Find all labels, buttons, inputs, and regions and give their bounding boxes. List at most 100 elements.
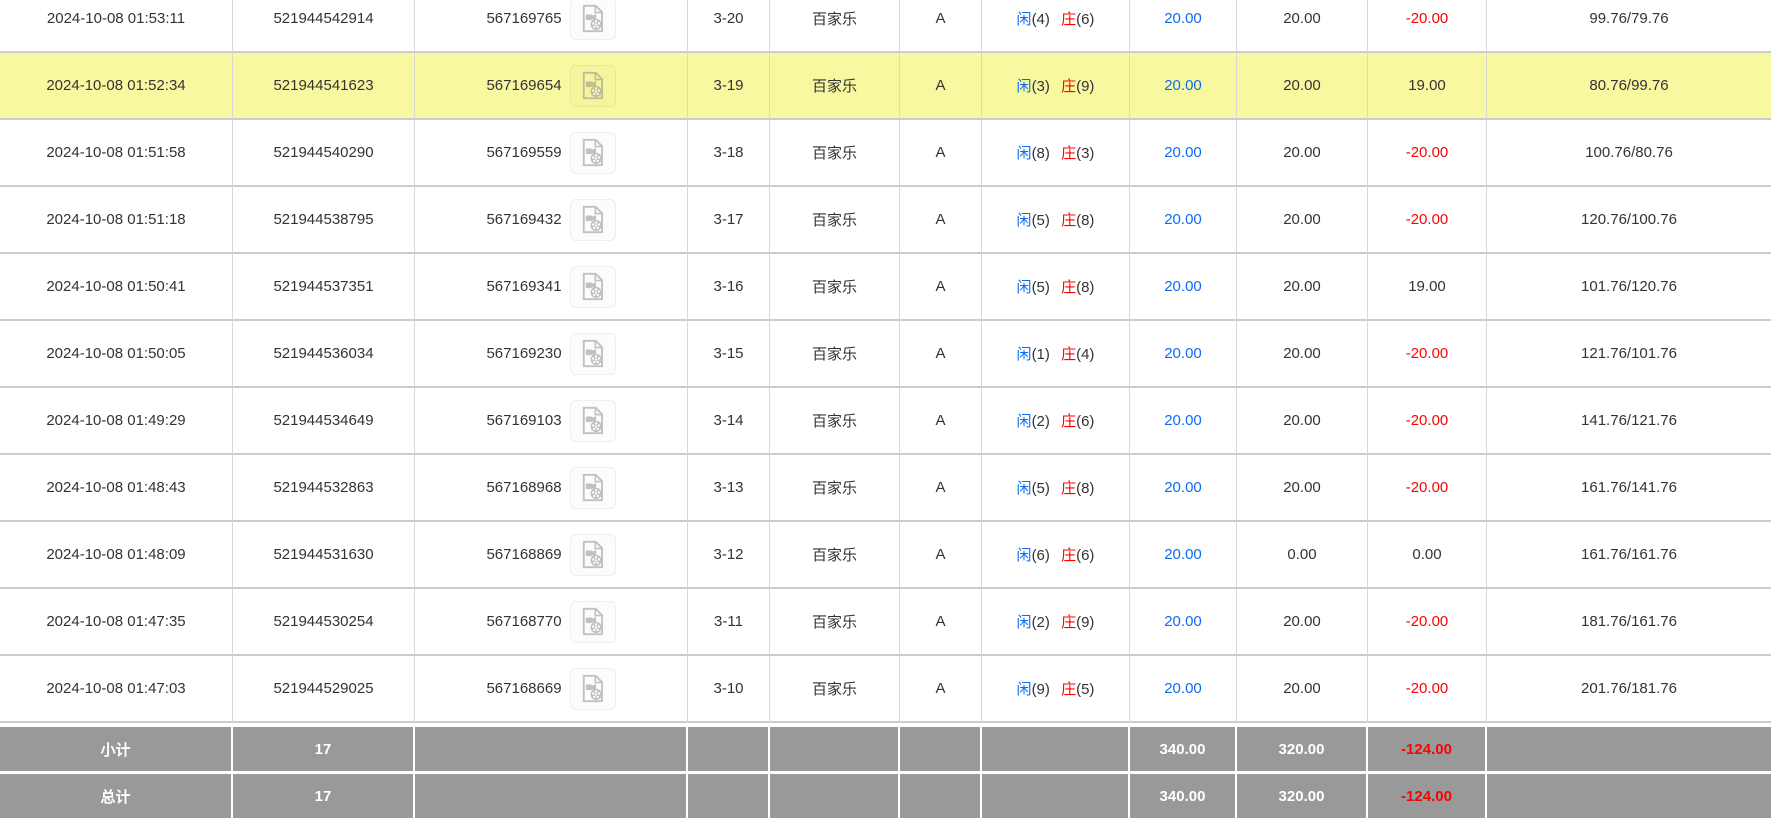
banker-label: 庄	[1061, 279, 1077, 296]
banker-label: 庄	[1061, 681, 1077, 698]
game-id: 567168869	[486, 546, 562, 563]
bet-time: 2024-10-08 01:50:05	[0, 321, 233, 388]
bet-amount: 20.00	[1130, 455, 1237, 522]
table-body: 2024-10-08 01:53:11 521944542914 5671697…	[0, 0, 1771, 723]
bet-time: 2024-10-08 01:51:58	[0, 120, 233, 187]
player-result: 闲(2)	[1017, 413, 1050, 430]
table-row[interactable]: 2024-10-08 01:51:58 521944540290 5671695…	[0, 120, 1771, 187]
order-id: 521944530254	[233, 589, 415, 656]
bet-amount: 20.00	[1130, 656, 1237, 723]
banker-points: (3)	[1076, 145, 1095, 162]
player-result: 闲(8)	[1017, 145, 1050, 162]
table-row[interactable]: 2024-10-08 01:48:09 521944531630 5671688…	[0, 522, 1771, 589]
player-label: 闲	[1016, 11, 1032, 28]
game-type: 百家乐	[770, 455, 900, 522]
summary-empty-cell	[688, 774, 770, 818]
player-result: 闲(6)	[1017, 547, 1050, 564]
player-label: 闲	[1016, 78, 1032, 95]
player-result: 闲(5)	[1017, 212, 1050, 229]
win-loss: -20.00	[1368, 120, 1487, 187]
bet-time: 2024-10-08 01:50:41	[0, 254, 233, 321]
game-result: 闲(2) 庄(9)	[982, 589, 1130, 656]
table-row[interactable]: 2024-10-08 01:53:11 521944542914 5671697…	[0, 0, 1771, 53]
bet-time: 2024-10-08 01:51:18	[0, 187, 233, 254]
summary-valid-bet-total: 320.00	[1237, 774, 1368, 818]
bet-amount: 20.00	[1130, 53, 1237, 120]
balance: 80.76/99.76	[1487, 53, 1771, 120]
summary-empty-cell	[770, 723, 900, 774]
summary-count: 17	[233, 723, 415, 774]
valid-bet: 20.00	[1237, 120, 1368, 187]
round-number: 3-13	[688, 455, 770, 522]
video-replay-button[interactable]	[569, 131, 616, 174]
game-type: 百家乐	[770, 254, 900, 321]
bet-amount: 20.00	[1130, 0, 1237, 53]
valid-bet: 20.00	[1237, 656, 1368, 723]
game-result: 闲(5) 庄(8)	[982, 187, 1130, 254]
game-id: 567169654	[486, 77, 562, 94]
game-id-cell: 567169103	[415, 388, 688, 455]
table-row[interactable]: 2024-10-08 01:50:41 521944537351 5671693…	[0, 254, 1771, 321]
balance: 99.76/79.76	[1487, 0, 1771, 53]
win-loss: 19.00	[1368, 254, 1487, 321]
banker-label: 庄	[1061, 78, 1077, 95]
table-row[interactable]: 2024-10-08 01:50:05 521944536034 5671692…	[0, 321, 1771, 388]
banker-label: 庄	[1061, 11, 1077, 28]
bet-time: 2024-10-08 01:49:29	[0, 388, 233, 455]
game-result: 闲(3) 庄(9)	[982, 53, 1130, 120]
video-replay-button[interactable]	[569, 533, 616, 576]
table-code: A	[900, 120, 982, 187]
game-type: 百家乐	[770, 656, 900, 723]
banker-label: 庄	[1061, 346, 1077, 363]
valid-bet: 20.00	[1237, 254, 1368, 321]
player-label: 闲	[1016, 346, 1032, 363]
banker-result: 庄(8)	[1061, 279, 1094, 296]
table-row[interactable]: 2024-10-08 01:47:03 521944529025 5671686…	[0, 656, 1771, 723]
game-result: 闲(9) 庄(5)	[982, 656, 1130, 723]
summary-valid-bet-total: 320.00	[1237, 723, 1368, 774]
video-file-icon	[582, 406, 604, 435]
video-file-icon	[582, 272, 604, 301]
game-type: 百家乐	[770, 388, 900, 455]
order-id: 521944542914	[233, 0, 415, 53]
valid-bet: 20.00	[1237, 187, 1368, 254]
table-code: A	[900, 589, 982, 656]
video-replay-button[interactable]	[569, 600, 616, 643]
video-replay-button[interactable]	[569, 64, 616, 107]
summary-empty-cell	[1487, 774, 1771, 818]
table-row[interactable]: 2024-10-08 01:52:34 521944541623 5671696…	[0, 53, 1771, 120]
video-replay-button[interactable]	[569, 332, 616, 375]
game-type: 百家乐	[770, 0, 900, 53]
table-row[interactable]: 2024-10-08 01:51:18 521944538795 5671694…	[0, 187, 1771, 254]
banker-label: 庄	[1061, 614, 1077, 631]
valid-bet: 20.00	[1237, 0, 1368, 53]
win-loss: -20.00	[1368, 455, 1487, 522]
video-replay-button[interactable]	[569, 399, 616, 442]
video-file-icon	[582, 339, 604, 368]
video-replay-button[interactable]	[569, 198, 616, 241]
table-row[interactable]: 2024-10-08 01:49:29 521944534649 5671691…	[0, 388, 1771, 455]
bet-amount: 20.00	[1130, 187, 1237, 254]
video-file-icon	[582, 71, 604, 100]
valid-bet: 0.00	[1237, 522, 1368, 589]
video-replay-button[interactable]	[569, 466, 616, 509]
valid-bet: 20.00	[1237, 455, 1368, 522]
game-id: 567169765	[486, 10, 562, 27]
table-row[interactable]: 2024-10-08 01:47:35 521944530254 5671687…	[0, 589, 1771, 656]
summary-bet-total: 340.00	[1130, 723, 1237, 774]
win-loss: -20.00	[1368, 0, 1487, 53]
video-replay-button[interactable]	[569, 0, 616, 40]
video-file-icon	[582, 205, 604, 234]
game-result: 闲(4) 庄(6)	[982, 0, 1130, 53]
valid-bet: 20.00	[1237, 321, 1368, 388]
bet-time: 2024-10-08 01:48:09	[0, 522, 233, 589]
table-row[interactable]: 2024-10-08 01:48:43 521944532863 5671689…	[0, 455, 1771, 522]
player-label: 闲	[1016, 681, 1032, 698]
game-result: 闲(6) 庄(6)	[982, 522, 1130, 589]
table-code: A	[900, 388, 982, 455]
video-replay-button[interactable]	[569, 667, 616, 710]
video-replay-button[interactable]	[569, 265, 616, 308]
video-file-icon	[582, 473, 604, 502]
